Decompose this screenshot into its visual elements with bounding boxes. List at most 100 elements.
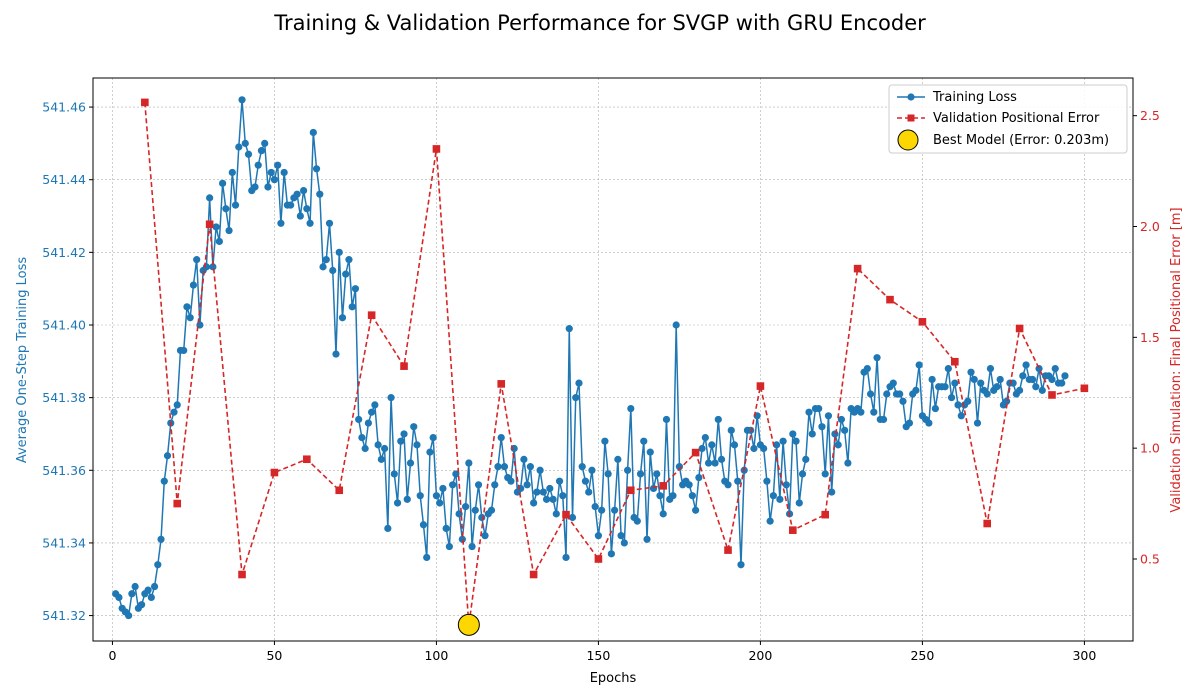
- validation-error-point: [918, 318, 927, 326]
- validation-error-point: [1015, 324, 1024, 333]
- training-loss-point: [189, 281, 198, 289]
- training-loss-point: [1048, 375, 1056, 384]
- training-loss-point: [779, 437, 787, 445]
- training-loss-point: [730, 441, 739, 449]
- training-loss-point: [400, 430, 408, 438]
- training-loss-point: [818, 423, 826, 431]
- validation-error-point: [659, 482, 668, 490]
- training-loss-point: [241, 139, 249, 147]
- training-loss-point: [1028, 375, 1037, 384]
- training-loss-point: [461, 503, 470, 511]
- training-loss-point: [131, 582, 139, 591]
- training-loss-point: [254, 161, 262, 169]
- training-loss-point: [416, 492, 424, 500]
- plot-frame: [92, 77, 1134, 642]
- validation-error-point: [173, 499, 182, 508]
- training-loss-point: [244, 150, 253, 158]
- y-axis-left-label: Average One-Step Training Loss: [15, 257, 30, 464]
- legend-training-label: Training Loss: [932, 90, 1017, 105]
- training-loss-point: [578, 463, 586, 471]
- training-loss-point: [627, 404, 635, 413]
- training-loss-point: [795, 499, 803, 507]
- x-tick-label: 100: [424, 648, 448, 663]
- training-loss-point: [763, 477, 771, 485]
- training-loss-point: [915, 361, 923, 369]
- training-loss-point: [471, 506, 479, 514]
- training-loss-point: [623, 466, 632, 474]
- training-loss-point: [533, 488, 541, 496]
- training-loss-point: [436, 499, 444, 507]
- x-tick-label: 200: [748, 648, 772, 663]
- validation-error-point: [951, 357, 959, 366]
- axes: 0 50 100 150 200 250 300 541.32 541.34 541.36 541.…: [42, 100, 1160, 663]
- training-loss-point: [125, 611, 133, 620]
- validation-error-point: [756, 382, 765, 390]
- training-loss-point: [542, 495, 551, 503]
- training-loss-point: [413, 441, 421, 449]
- validation-error-point: [367, 311, 376, 319]
- training-loss-point: [620, 539, 628, 547]
- training-loss-point: [737, 561, 745, 569]
- training-loss-point: [701, 433, 709, 442]
- training-loss-point: [546, 484, 554, 493]
- x-tick-label: 250: [910, 648, 934, 663]
- validation-error-line: [144, 102, 1085, 626]
- training-loss-point: [193, 256, 201, 264]
- training-loss-point: [1035, 364, 1043, 373]
- training-loss-point: [549, 495, 557, 503]
- training-loss-point: [163, 452, 172, 460]
- training-loss-point: [695, 473, 703, 482]
- training-loss-point: [656, 492, 664, 500]
- legend-entry-training: Training Loss: [897, 90, 1017, 105]
- training-loss-point: [322, 256, 330, 264]
- training-loss-point: [261, 139, 269, 147]
- training-loss-point: [841, 426, 849, 434]
- y-right-tick-label: 0.5: [1140, 551, 1160, 566]
- grid: [93, 78, 1133, 641]
- training-loss-point: [270, 176, 279, 184]
- legend-box: [888, 84, 1128, 154]
- training-loss-point: [403, 495, 411, 503]
- x-axis-label: Epochs: [590, 671, 637, 686]
- legend-entry-validation: Validation Positional Error: [897, 111, 1100, 126]
- legend-best-marker: [897, 129, 919, 151]
- training-loss-point: [423, 553, 431, 562]
- training-loss-point: [150, 582, 159, 591]
- training-loss-point: [692, 506, 700, 514]
- training-loss-point: [896, 390, 904, 398]
- validation-error-point: [529, 570, 538, 579]
- training-loss-point: [957, 412, 965, 420]
- training-loss-point: [368, 408, 376, 416]
- training-loss-point: [967, 368, 975, 376]
- validation-error-point: [724, 546, 732, 554]
- training-loss-point: [747, 426, 755, 434]
- training-loss-point: [996, 375, 1004, 384]
- legend-validation-marker: [907, 114, 915, 122]
- training-loss-point: [494, 463, 502, 471]
- chart-title: Training & Validation Performance for SV…: [273, 11, 926, 35]
- training-loss-point: [636, 470, 645, 478]
- training-loss-point: [866, 390, 875, 398]
- training-loss-point: [500, 463, 509, 471]
- training-loss-point: [555, 477, 564, 485]
- y-left-tick-label: 541.36: [42, 463, 86, 478]
- training-loss-point: [646, 448, 654, 456]
- training-loss-point: [160, 477, 168, 485]
- x-tick-label: 50: [266, 648, 282, 663]
- training-loss-point: [312, 165, 321, 173]
- training-loss-point: [782, 481, 790, 489]
- training-loss-point: [1016, 386, 1024, 394]
- training-loss-point: [180, 346, 188, 355]
- training-loss-point: [837, 415, 846, 424]
- x-tick-label: 0: [108, 648, 116, 663]
- training-loss-point: [773, 441, 781, 449]
- legend-best-label: Best Model (Error: 0.203m): [933, 133, 1109, 148]
- training-loss-point: [711, 459, 719, 467]
- training-loss-point: [267, 168, 275, 177]
- training-loss-point: [186, 314, 194, 322]
- training-loss-point: [792, 437, 800, 445]
- training-loss-point: [808, 430, 816, 438]
- training-loss-point: [662, 415, 671, 424]
- training-loss-point: [154, 561, 162, 569]
- training-loss-point: [355, 415, 363, 424]
